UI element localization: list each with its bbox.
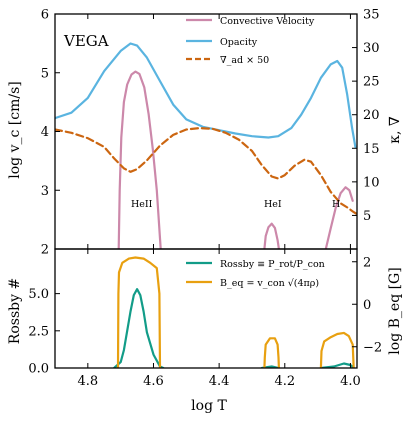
top-left-y-tick-label: 3 [41,184,49,199]
bottom-panel-frame [54,248,358,369]
x-tick-label: 4.6 [143,374,164,389]
legend-label-nabla-ad: ∇_ad × 50 [220,55,269,66]
bot-series-1-segment-1 [263,337,280,368]
bottom-left-y-tick-label: 5.0 [28,287,49,302]
bottom-legend: Rossby ≡ P_rot/P_con B_eq = v_con √(4πρ) [186,259,325,289]
bot-series-0-segment-0 [113,288,165,368]
top-left-y-tick-label: 4 [41,125,49,140]
annotation-heii: HeII [131,199,153,210]
x-axis-label: log T [191,398,227,414]
top-series-1-segment-0 [55,42,357,148]
legend-label-opacity: Opacity [220,37,258,48]
bottom-left-y-tick-label: 0.0 [28,362,49,377]
axis-ticks: 4.8 4.6 4.4 4.2 4.02345651015202530350.02.55… [28,8,382,390]
top-right-y-tick-label: 10 [363,175,380,190]
bottom-right-y-tick-label: 0 [363,298,371,313]
top-series-2-segment-0 [55,127,357,216]
bottom-panel-lines [113,256,355,368]
bot-series-0-segment-2 [319,362,355,368]
top-right-y-tick-label: 35 [363,8,380,23]
bottom-left-y-tick-label: 2.5 [28,324,49,339]
top-left-axis-label: log v_c [cm/s] [7,81,23,178]
annotation-hei: HeI [264,199,282,210]
top-left-y-tick-label: 5 [41,66,49,81]
top-series-0-segment-0 [117,70,162,249]
bottom-right-y-tick-label: −2 [363,340,382,355]
x-tick-label: 4.0 [340,374,361,389]
top-right-y-tick-label: 5 [363,209,371,224]
bottom-left-axis-label: Rossby # [7,278,23,344]
top-series-0-segment-2 [324,186,354,249]
legend-label-rossby: Rossby ≡ P_rot/P_con [220,259,325,270]
legend-label-convective-velocity: Convective Velocity [220,16,315,27]
x-tick-label: 4.8 [77,374,98,389]
bot-series-1-segment-2 [319,331,355,368]
panel-title: VEGA [63,32,109,50]
bottom-right-y-tick-label: 2 [363,255,371,270]
legend-label-beq: B_eq = v_con √(4πρ) [220,278,319,289]
top-right-y-tick-label: 15 [363,142,380,157]
x-tick-label: 4.2 [274,374,295,389]
bottom-right-axis-label: log B_eq [G] [387,267,403,354]
top-right-axis-label: κ, ∇ [387,116,403,144]
top-panel-lines [55,42,357,249]
top-left-y-tick-label: 2 [41,243,49,258]
top-right-y-tick-label: 20 [363,108,380,123]
annotation-h: H [332,199,340,210]
x-tick-label: 4.4 [209,374,230,389]
top-right-y-tick-label: 25 [363,75,380,90]
bot-series-1-segment-0 [116,256,162,368]
top-right-y-tick-label: 30 [363,41,380,56]
top-left-y-tick-label: 6 [41,8,49,23]
top-series-0-segment-1 [263,222,280,249]
top-legend: Convective Velocity Opacity ∇_ad × 50 [186,16,315,66]
